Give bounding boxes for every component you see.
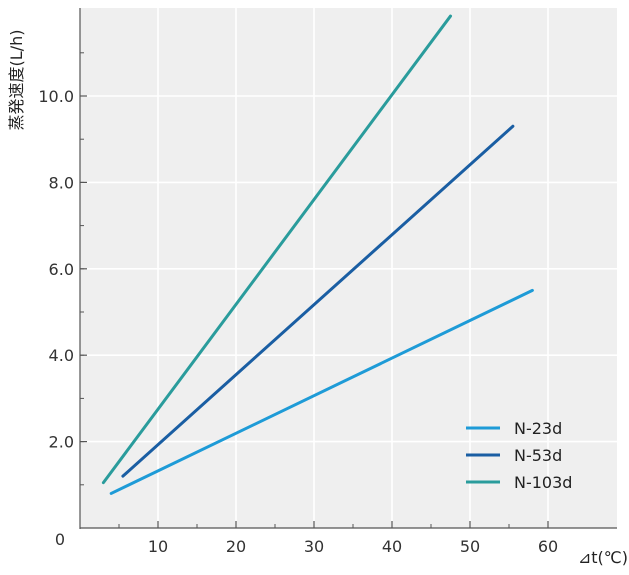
y-tick-label: 8.0 [49,173,74,192]
series-line-n-103d [101,14,452,485]
series-line-n-23d [109,288,534,495]
y-axis-title: 蒸発速度(L/h) [7,30,26,131]
x-tick-label: 20 [226,537,246,556]
legend-label-n-53d: N-53d [514,446,562,465]
x-axis-title: ⊿t(℃) [578,548,628,567]
ticks: 2.0 4.0 6.0 8.0 10.0 10 20 30 40 50 60 [38,52,558,556]
x-tick-label: 60 [538,537,558,556]
y-tick-label: 6.0 [49,260,74,279]
x-tick-label: 40 [382,537,402,556]
x-tick-label: 10 [148,537,168,556]
x-tick-label: 50 [460,537,480,556]
y-tick-label: 2.0 [49,433,74,452]
legend-label-n-103d: N-103d [514,473,572,492]
y-tick-label: 10.0 [38,87,74,106]
legend-label-n-23d: N-23d [514,419,562,438]
x-tick-label: 30 [304,537,324,556]
origin-label: 0 [55,530,65,549]
legend: N-23d N-53d N-103d [466,419,572,492]
y-tick-label: 4.0 [49,346,74,365]
grid [80,8,617,528]
series-layer [101,14,534,495]
series-line-n-53d [121,124,515,478]
